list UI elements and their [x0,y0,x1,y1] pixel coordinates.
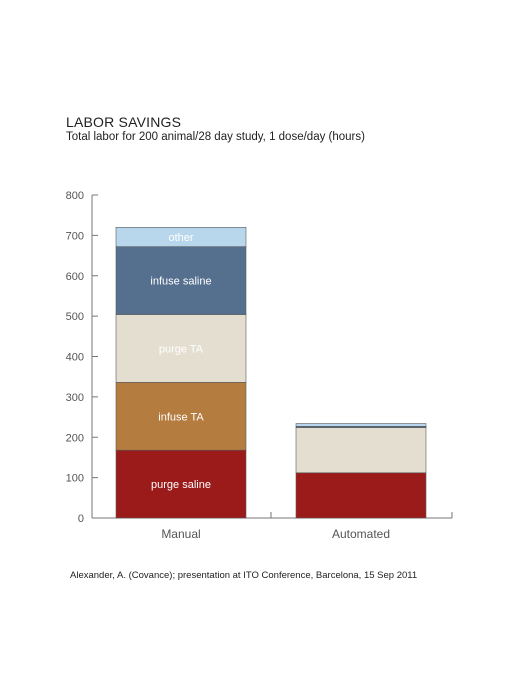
y-tick-label-800: 800 [66,190,84,202]
segment-label-other: other [168,232,193,244]
bar-manual-infuse-saline [115,246,247,315]
y-tick-label-600: 600 [66,271,84,283]
y-tick-label-500: 500 [66,311,84,323]
category-label-automated: Automated [332,527,390,541]
bar-automated-purge-TA [295,427,427,474]
y-tick-label-0: 0 [78,513,84,525]
segment-label-purge-saline: purge saline [151,479,211,491]
y-tick-label-100: 100 [66,473,84,485]
y-tick-label-400: 400 [66,352,84,364]
segment-label-infuse-TA: infuse TA [158,411,204,423]
bar-manual-purge-saline [115,449,247,519]
y-tick-label-200: 200 [66,432,84,444]
chart-title: LABOR SAVINGS [66,114,182,130]
segment-label-infuse-saline: infuse saline [150,276,211,288]
bar-automated-other [295,423,427,427]
bar-automated-purge-saline [295,472,427,519]
category-label-manual: Manual [161,527,200,541]
bar-manual-other [115,227,247,247]
segment-label-purge-TA: purge TA [159,343,204,355]
source-citation: Alexander, A. (Covance); presentation at… [70,570,418,581]
y-tick-label-700: 700 [66,230,84,242]
chart-subtitle: Total labor for 200 animal/28 day study,… [66,131,365,143]
y-tick-label-300: 300 [66,392,84,404]
